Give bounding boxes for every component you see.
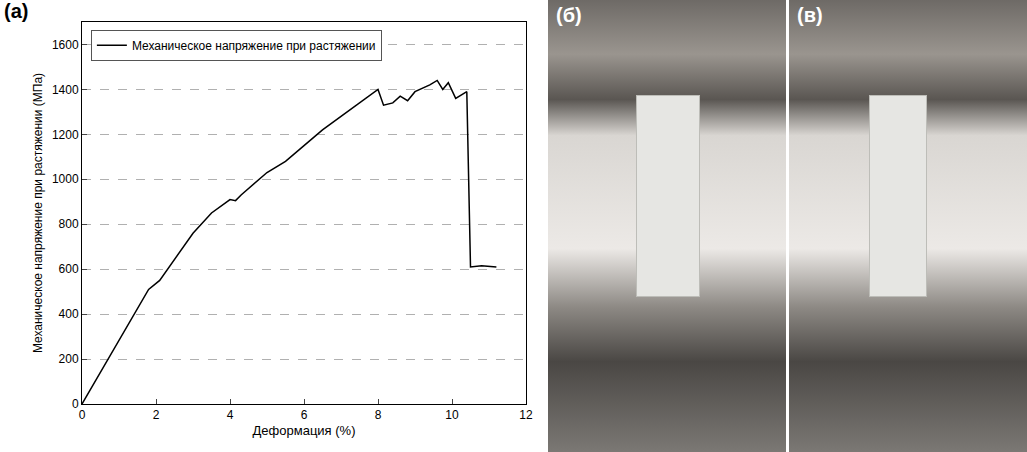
svg-text:1000: 1000 [52,172,79,186]
svg-text:600: 600 [59,262,79,276]
svg-text:6: 6 [301,408,308,422]
svg-text:4: 4 [227,408,234,422]
svg-text:10: 10 [445,408,459,422]
svg-text:400: 400 [59,307,79,321]
svg-text:Механическое напряжение при ра: Механическое напряжение при растяжении (… [31,73,45,353]
html-text:(в): (в) [797,4,823,26]
svg-text:Механическое напряжение при ра: Механическое напряжение при растяжении [132,39,376,53]
html-text:(б): (б) [556,4,582,26]
svg-text:0: 0 [79,408,86,422]
svg-text:1200: 1200 [52,128,79,142]
svg-text:1400: 1400 [52,83,79,97]
svg-text:12: 12 [519,408,533,422]
svg-text:0: 0 [72,397,79,411]
svg-text:8: 8 [375,408,382,422]
svg-text:2: 2 [153,408,160,422]
html-text:(a): (a) [4,0,29,22]
svg-text:Деформация (%): Деформация (%) [253,423,356,438]
svg-text:200: 200 [59,352,79,366]
svg-text:800: 800 [59,217,79,231]
svg-text:1600: 1600 [52,38,79,52]
